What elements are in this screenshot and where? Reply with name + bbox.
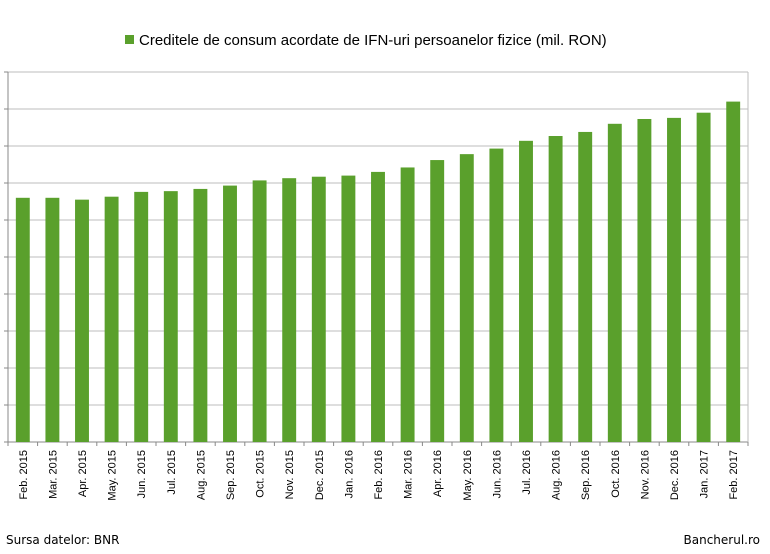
x-tick-label: Nov. 2016: [639, 450, 651, 499]
x-tick-label: Aug. 2015: [195, 450, 207, 500]
x-tick-label: Dec. 2016: [669, 450, 681, 500]
x-tick-labels: Feb. 2015 Mar. 2015 Apr. 2015 May. 2015 Jun.…: [18, 450, 740, 501]
bar-feb-2016: [371, 171, 385, 442]
x-tick-label: May. 2016: [462, 450, 474, 501]
x-tick-label: Sep. 2015: [225, 450, 237, 500]
x-tick-label: Apr. 2016: [432, 450, 444, 497]
x-tick-label: Feb. 2016: [373, 450, 385, 500]
bar-feb-2015: [15, 197, 30, 442]
bar-mar-2015: [45, 197, 60, 442]
bar-nov-2015: [282, 178, 297, 442]
x-tick-label: Nov. 2015: [284, 450, 296, 499]
x-tick-label: Aug. 2016: [551, 450, 563, 500]
bar-may-2016: [459, 154, 474, 442]
x-tick-label: Dec. 2015: [314, 450, 326, 500]
bar-mar-2016: [400, 167, 415, 442]
bar-aug-2016: [548, 136, 563, 442]
x-tick-label: Jul. 2016: [521, 450, 533, 495]
bar-jun-2016: [489, 148, 504, 442]
bar-sep-2015: [223, 185, 237, 442]
x-tick-label: Mar. 2016: [403, 450, 415, 499]
x-tick-label: Sep. 2016: [580, 450, 592, 500]
bar-may-2015: [104, 196, 119, 442]
x-tick-label: Feb. 2015: [18, 450, 30, 500]
x-tick-label: Apr. 2015: [77, 450, 89, 497]
legend-label: Creditele de consum acordate de IFN-uri …: [139, 32, 607, 49]
x-tick-label: Feb. 2017: [728, 450, 740, 500]
bar-feb-2017: [726, 101, 741, 442]
x-tick-label: Jan. 2017: [699, 450, 711, 498]
bar-jul-2015: [163, 191, 178, 442]
x-tick-label: Mar. 2015: [47, 450, 59, 499]
x-tick-label: Jul. 2015: [166, 450, 178, 495]
bar-aug-2015: [193, 188, 208, 442]
bar-jun-2015: [134, 191, 149, 442]
bar-sep-2016: [578, 131, 593, 442]
x-tick-label: Oct. 2016: [610, 450, 622, 498]
bar-oct-2015: [252, 180, 267, 442]
legend: Creditele de consum acordate de IFN-uri …: [125, 32, 607, 49]
legend-swatch: [125, 35, 134, 44]
bar-dec-2015: [311, 176, 326, 442]
bar-jan-2017: [696, 112, 711, 442]
axes: [4, 71, 749, 446]
x-tick-label: Jun. 2015: [136, 450, 148, 498]
source-note: Sursa datelor: BNR: [6, 533, 120, 547]
bar-nov-2016: [637, 118, 652, 443]
bar-apr-2015: [75, 199, 89, 442]
x-tick-label: May. 2015: [107, 450, 119, 501]
bar-apr-2016: [430, 160, 445, 442]
x-tick-label: Jun. 2016: [491, 450, 503, 498]
x-tick-label: Jan. 2016: [343, 450, 355, 498]
bar-jan-2016: [341, 175, 356, 442]
brand-label: Bancherul.ro: [683, 533, 760, 547]
bar-jul-2016: [519, 140, 533, 442]
x-tick-label: Oct. 2015: [255, 450, 267, 498]
bars: [15, 101, 741, 443]
bar-dec-2016: [667, 117, 681, 442]
bar-oct-2016: [607, 123, 622, 443]
